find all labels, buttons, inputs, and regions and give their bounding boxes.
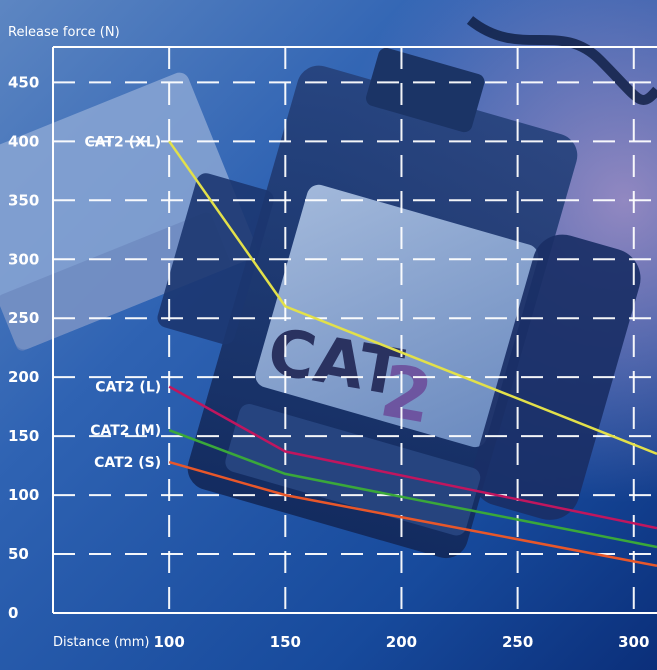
y-tick-label-450: 450 (8, 73, 39, 91)
y-tick-label-0: 0 (8, 604, 18, 622)
y-axis-title: Release force (N) (8, 25, 120, 40)
grid (53, 47, 657, 613)
y-tick-label-250: 250 (8, 309, 39, 327)
x-tick-label-200: 200 (386, 633, 417, 651)
series-label-1: CAT2 (L) (95, 380, 161, 396)
x-tick-label-100: 100 (153, 633, 184, 651)
series-line-0 (168, 140, 657, 455)
series-label-3: CAT2 (S) (94, 455, 161, 471)
y-tick-label-400: 400 (8, 132, 39, 150)
series-label-2: CAT2 (M) (90, 423, 161, 439)
tick-labels: 0 50 100 150 200 250 300 350 400 450 100 150 200 250 3… (8, 73, 649, 651)
series-label-0: CAT2 (XL) (84, 134, 161, 150)
x-tick-label-250: 250 (502, 633, 533, 651)
series-labels: CAT2 (XL) CAT2 (L) CAT2 (M) CAT2 (S) (84, 134, 161, 471)
cable (466, 16, 657, 105)
x-tick-label-300: 300 (618, 633, 649, 651)
series-line-2 (168, 429, 657, 549)
x-axis-title: Distance (mm) (53, 635, 149, 650)
series-line-1 (168, 385, 657, 530)
series-line-3 (168, 460, 657, 568)
y-tick-label-300: 300 (8, 250, 39, 268)
y-tick-label-150: 150 (8, 427, 39, 445)
y-tick-label-350: 350 (8, 191, 39, 209)
y-tick-label-100: 100 (8, 486, 39, 504)
y-tick-label-50: 50 (8, 545, 29, 563)
y-tick-label-200: 200 (8, 368, 39, 386)
series-lines (168, 140, 657, 568)
x-tick-label-150: 150 (270, 633, 301, 651)
